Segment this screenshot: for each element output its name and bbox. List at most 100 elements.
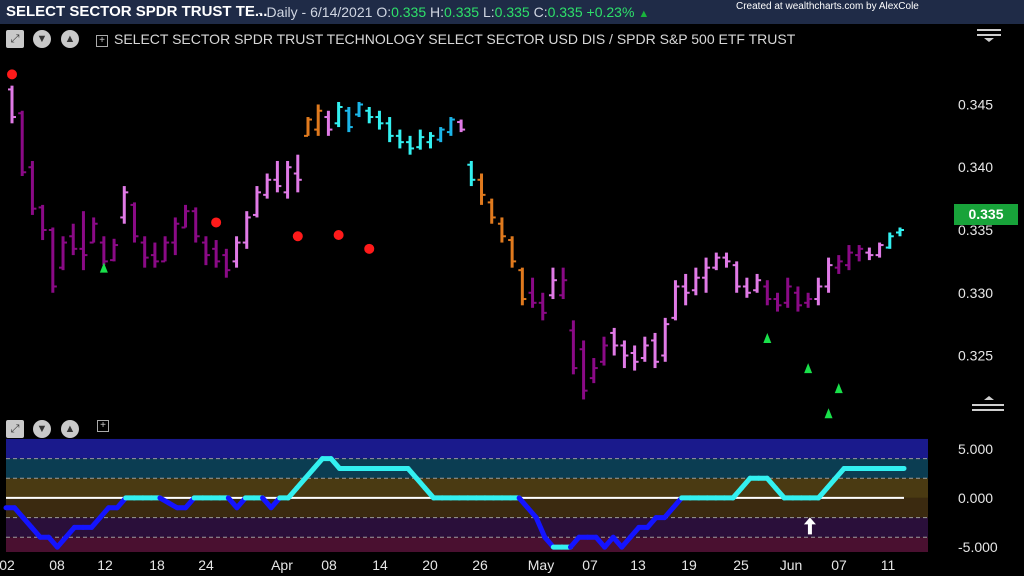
axis-menu-icon[interactable] [977,29,1001,42]
ohlc-bar [804,292,813,308]
ohlc-bar [365,106,374,124]
buy-signal-triangle [763,332,772,343]
buy-signal-triangle [834,383,843,394]
low-value: 0.335 [494,4,530,20]
ohlc-bar [252,186,261,218]
x-tick: 25 [733,557,749,573]
ohlc-bar [773,292,782,312]
ohlc-bar [181,204,190,229]
ohlc-bar [722,252,731,268]
ohlc-bar [436,127,445,143]
ohlc-bar [844,245,853,271]
signal-markers [7,69,843,419]
ohlc-bar [855,245,864,262]
ohlc-bar [99,236,108,266]
sell-signal-dot [292,231,303,242]
ohlc-bar [600,336,608,366]
indicator-band [6,517,928,538]
ohlc-bar [222,248,231,278]
price-y-tick: 0.335 [958,222,993,238]
ohlc-bar [120,186,129,224]
ohlc-bar [242,211,251,249]
expand-icon[interactable]: ⤢ [6,30,24,48]
indicator-y-tick: 5.000 [958,441,993,457]
x-tick: 08 [321,557,337,573]
ohlc-bar [150,242,159,268]
open-value: 0.335 [391,4,427,20]
ohlc-bar [681,273,690,306]
ohlc-bar [161,236,170,263]
ohlc-bar [304,117,312,137]
ohlc-bar [38,204,47,241]
x-tick: 08 [49,557,65,573]
ohlc-bar [457,119,466,133]
low-label: L: [482,4,495,20]
indicator-expand-icon[interactable]: ⤢ [6,420,24,438]
close-value: 0.335 [547,4,583,20]
chevron-down-icon[interactable]: ▼ [33,30,51,48]
price-y-tick: 0.345 [958,96,993,112]
indicator-line [3,456,907,550]
ohlc-bar [395,129,404,149]
indicator-band [6,438,928,459]
ohlc-bar [293,154,302,193]
ohlc-bar [753,273,762,293]
x-tick: Jun [780,557,803,573]
add-icon[interactable]: + [96,35,108,47]
ohlc-bar [814,277,823,306]
ohlc-bar [691,267,700,296]
x-tick: 26 [472,557,488,573]
buy-signal-triangle [99,262,108,273]
x-tick: 02 [0,557,15,573]
ohlc-bar [538,292,547,321]
ohlc-bar [18,110,27,177]
chevron-up-icon[interactable]: ▲ [61,30,79,48]
chart-title-text: SELECT SECTOR SPDR TRUST TECHNOLOGY SELE… [114,31,796,47]
x-tick: 07 [582,557,598,573]
ohlc-bar [48,227,57,293]
ohlc-bar [896,227,904,237]
ohlc-bar [283,160,292,199]
header-bar: SELECT SECTOR SPDR TRUST TE... - Daily -… [0,0,1024,24]
ohlc-bar [732,261,741,293]
ohlc-bar [763,280,772,306]
ohlc-bar [528,277,537,308]
ohlc-bar [508,236,517,268]
ohlc-bar [79,211,88,271]
ohlc-bar [212,240,221,268]
ohlc-bar [671,280,680,321]
indicator-bands [6,438,928,552]
ohlc-bar [651,332,660,369]
x-tick: 12 [97,557,113,573]
ohlc-bar [385,117,394,143]
indicator-chevron-down-icon[interactable]: ▼ [33,420,51,438]
x-tick: 14 [372,557,388,573]
ohlc-bar [783,277,792,308]
indicator-add-icon[interactable]: + [97,420,109,432]
ohlc-bar [28,160,37,215]
ohlc-bar [712,252,721,271]
scale-icon[interactable] [972,396,1004,411]
ohlc-bar [171,217,180,256]
ohlc-bar [201,236,210,266]
interval-label: - Daily - [258,4,307,20]
ohlc-bar [640,336,649,362]
ohlc-bar [579,340,588,400]
symbol-title: SELECT SECTOR SPDR TRUST TE... [6,3,268,20]
ohlc-bar [477,173,486,205]
x-tick: 19 [681,557,697,573]
x-tick: 24 [198,557,214,573]
sell-signal-dot [333,230,344,241]
ohlc-bar [569,320,578,375]
ohlc-bar [110,238,119,262]
ohlc-bar [824,257,833,293]
ohlc-bar [875,242,884,258]
ohlc-bar [191,207,200,243]
indicator-chevron-up-icon[interactable]: ▲ [61,420,79,438]
ohlc-bar [589,358,598,384]
high-label: H: [430,4,445,20]
sell-signal-dot [211,217,222,228]
ohlc-bar [610,327,619,356]
ohlc-bar [487,198,496,224]
sell-signal-dot [7,69,17,80]
